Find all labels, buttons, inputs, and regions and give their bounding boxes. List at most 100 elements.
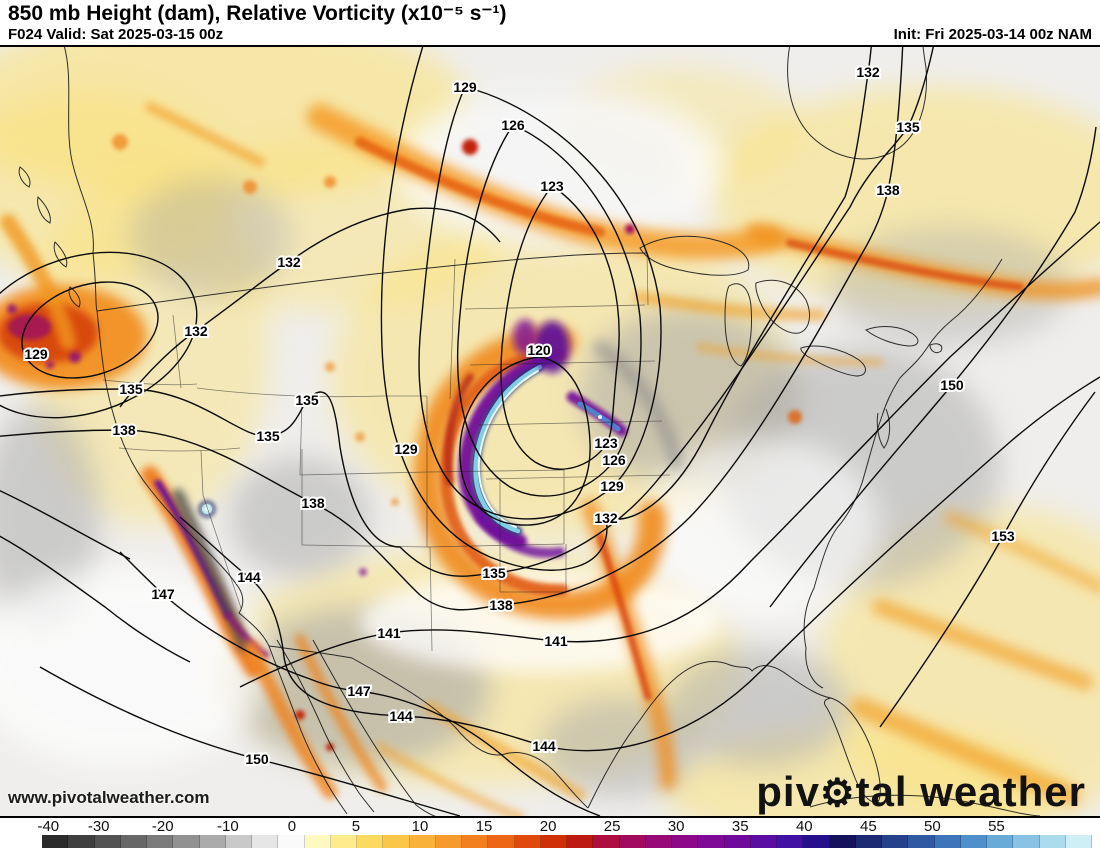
contour-label: 147	[151, 586, 175, 602]
colorbar-tick: 55	[988, 818, 1005, 835]
colorbar-tick: 40	[795, 818, 813, 835]
brand-text-post: tal weather	[855, 768, 1086, 816]
gear-icon: ⚙	[819, 772, 856, 816]
contour-label: 141	[377, 625, 401, 641]
colorbar-cell	[724, 835, 751, 848]
colorbar-gradient	[42, 835, 1092, 848]
contour-label: 132	[594, 510, 618, 526]
colorbar-cell	[750, 835, 777, 848]
colorbar-cell	[1013, 835, 1040, 848]
contour-label: 135	[482, 565, 506, 581]
contour-label: 147	[347, 683, 371, 699]
contour-label: 150	[245, 751, 269, 767]
colorbar-cell	[855, 835, 882, 848]
page-title: 850 mb Height (dam), Relative Vorticity …	[8, 2, 507, 25]
colorbar-cell	[672, 835, 699, 848]
contour-label: 129	[24, 346, 48, 362]
colorbar-tick: 5	[351, 818, 361, 835]
colorbar-cell	[94, 835, 121, 848]
colorbar-cell	[934, 835, 961, 848]
colorbar-cell	[199, 835, 226, 848]
contour-label: 129	[600, 478, 624, 494]
colorbar-tick: 10	[411, 818, 429, 835]
colorbar-cell	[987, 835, 1014, 848]
contour-label: 141	[544, 633, 568, 649]
colorbar-tick: 45	[860, 818, 877, 835]
contour-label: 135	[896, 119, 920, 135]
colorbar-tick: -40	[37, 818, 60, 835]
contour-label: 126	[501, 117, 525, 133]
colorbar-cell	[147, 835, 174, 848]
height-contours	[0, 47, 1100, 816]
contour-label: 150	[940, 377, 964, 393]
chart-header: 850 mb Height (dam), Relative Vorticity …	[0, 0, 1100, 45]
colorbar-cell	[278, 835, 305, 848]
init-time-label: Init: Fri 2025-03-14 00z NAM	[893, 26, 1092, 43]
colorbar-tick: 50	[924, 818, 941, 835]
contour-label: 132	[856, 64, 880, 80]
contour-label: 144	[389, 708, 413, 724]
coastlines	[18, 47, 1041, 816]
colorbar-tick: 30	[667, 818, 685, 835]
colorbar-tick: 15	[475, 818, 493, 835]
colorbar-cell	[645, 835, 672, 848]
contour-label: 138	[876, 182, 900, 198]
colorbar-cell	[488, 835, 515, 848]
colorbar-cell	[462, 835, 489, 848]
colorbar-cell	[514, 835, 541, 848]
colorbar-tick: 20	[539, 818, 557, 835]
contour-label: 123	[594, 435, 618, 451]
colorbar-cell	[540, 835, 567, 848]
contour-label: 126	[602, 452, 626, 468]
valid-time-label: F024 Valid: Sat 2025-03-15 00z	[8, 26, 224, 43]
contour-labels: 1291261231321351381321321291351381351351…	[22, 62, 1017, 769]
watermark-brand: piv⚙tal weather	[756, 771, 1086, 814]
contour-label: 120	[527, 342, 551, 358]
colorbar-cell	[803, 835, 830, 848]
colorbar-cell	[357, 835, 384, 848]
colorbar: -40 -30 -20 -10 0 5 10 15 20 25 30 35 40 45 50 55	[0, 818, 1100, 848]
colorbar-cell	[435, 835, 462, 848]
colorbar-tick: 35	[731, 818, 749, 835]
brand-text-pre: piv	[756, 768, 820, 816]
contour-label: 123	[540, 178, 564, 194]
colorbar-cell	[619, 835, 646, 848]
colorbar-cell	[1039, 835, 1066, 848]
contour-label: 135	[256, 428, 280, 444]
colorbar-cell	[42, 835, 69, 848]
colorbar-cell	[173, 835, 200, 848]
colorbar-tick: -10	[217, 818, 239, 835]
colorbar-cell	[252, 835, 279, 848]
contour-label: 138	[301, 495, 325, 511]
colorbar-cell	[882, 835, 909, 848]
colorbar-cell	[960, 835, 987, 848]
weather-map: 129 126 123 132 135 138 132 132 129 135 138 135 135 1…	[0, 45, 1100, 818]
colorbar-cell	[567, 835, 594, 848]
contour-label: 129	[394, 441, 418, 457]
contour-label: 135	[295, 392, 319, 408]
state-borders	[102, 252, 671, 652]
colorbar-tick: 0	[287, 818, 297, 835]
colorbar-tick: -30	[87, 818, 110, 835]
colorbar-cell	[225, 835, 252, 848]
contour-label: 144	[237, 569, 261, 585]
colorbar-cell	[698, 835, 725, 848]
colorbar-cell	[68, 835, 95, 848]
colorbar-tick: -20	[151, 818, 174, 835]
contour-label: 129	[453, 79, 477, 95]
colorbar-cell	[593, 835, 620, 848]
vorticity-washes	[0, 47, 1100, 816]
contour-label: 153	[991, 528, 1015, 544]
colorbar-tick: 25	[603, 818, 621, 835]
contour-label: 138	[489, 597, 513, 613]
colorbar-cell	[409, 835, 436, 848]
contour-label: 138	[112, 422, 136, 438]
colorbar-cell	[304, 835, 331, 848]
contour-label: 144	[532, 738, 556, 754]
colorbar-cell	[908, 835, 935, 848]
colorbar-cell	[829, 835, 856, 848]
colorbar-cell	[330, 835, 357, 848]
weather-map-svg: 1291261231321351381321321291351381351351…	[0, 47, 1100, 816]
colorbar-cell	[383, 835, 410, 848]
